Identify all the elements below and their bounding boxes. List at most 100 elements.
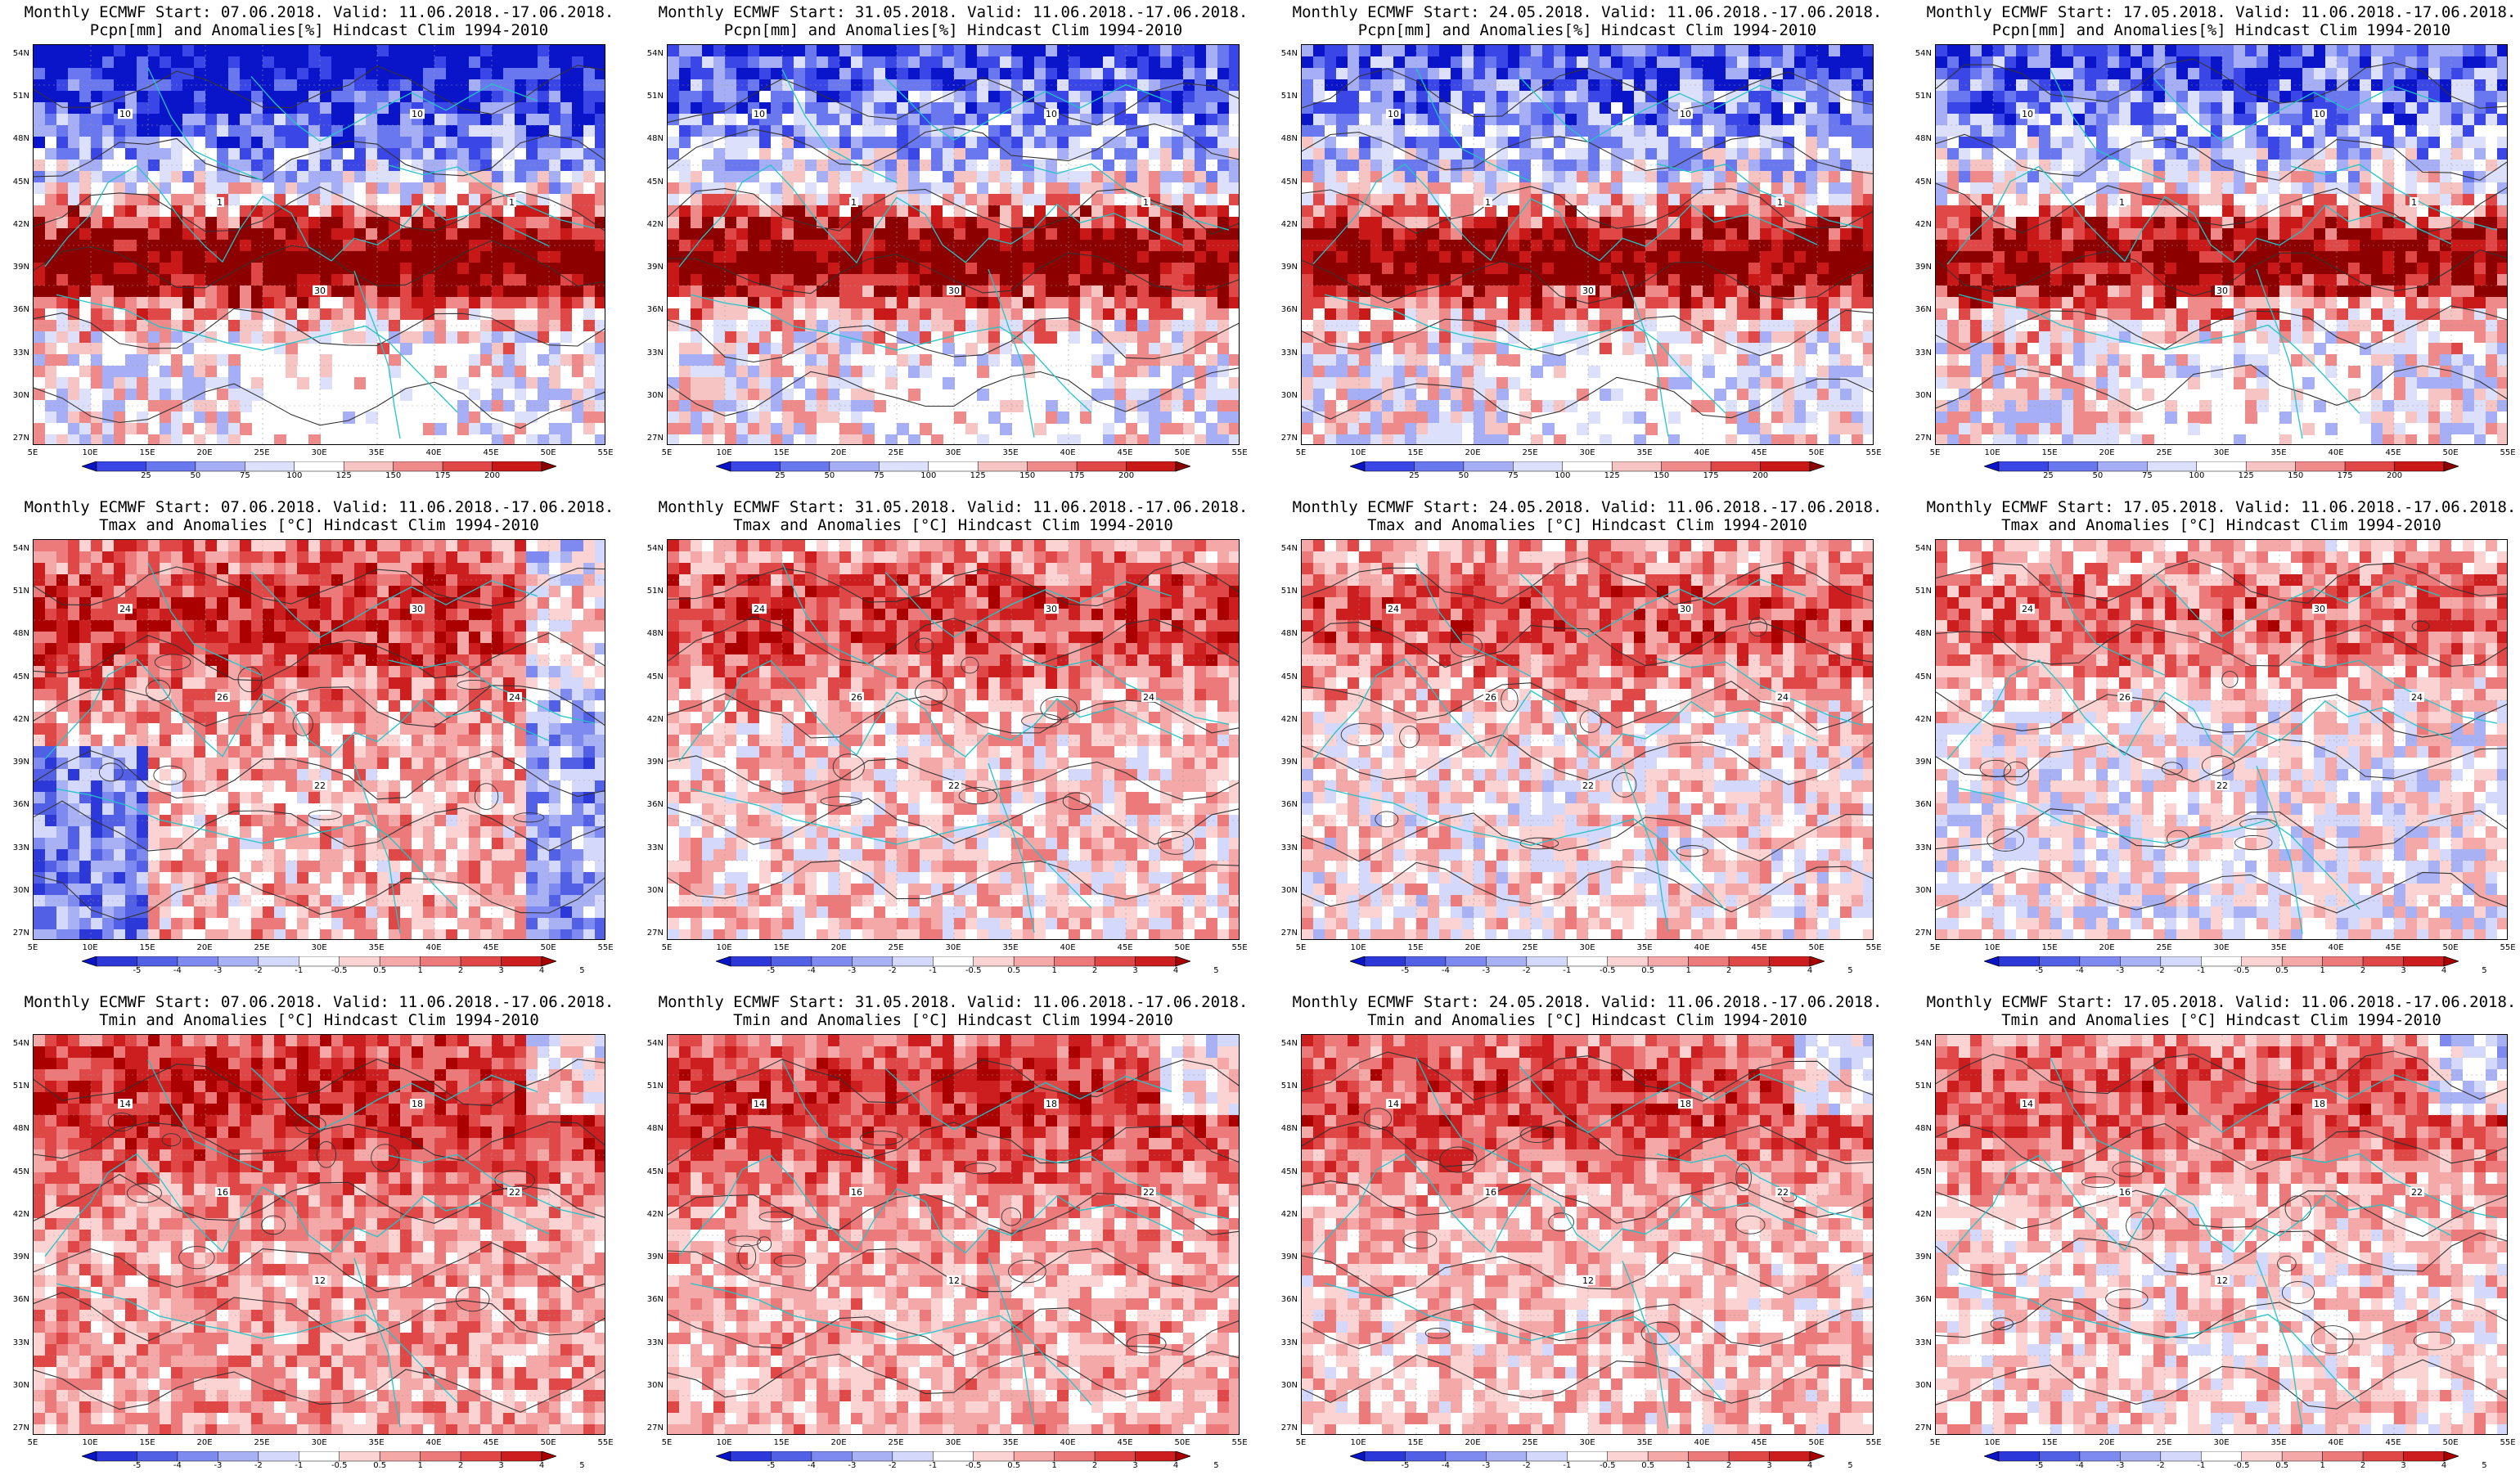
lon-tick-label: 40E	[2324, 448, 2348, 457]
lon-tick-label: 30E	[2209, 943, 2234, 952]
lat-tick-label: 30N	[1907, 1381, 1932, 1390]
colorbar-tick-label: -0.5	[323, 1461, 356, 1470]
lon-tick-label: 15E	[2037, 943, 2062, 952]
panel-title-line2: Pcpn[mm] and Anomalies[%] Hindcast Clim …	[1902, 21, 2520, 39]
lat-tick-label: 51N	[639, 92, 664, 101]
lon-tick-label: 10E	[1980, 1438, 2005, 1447]
lon-tick-label: 15E	[2037, 448, 2062, 457]
lon-tick-label: 15E	[135, 943, 160, 952]
lon-tick-label: 10E	[78, 943, 102, 952]
lat-tick-label: 42N	[639, 715, 664, 724]
lon-tick-label: 25E	[1518, 943, 1542, 952]
colorbar-tick-label: -1	[1550, 1461, 1583, 1470]
lon-tick-label: 15E	[769, 943, 794, 952]
colorbar-tick-label: 3	[485, 1461, 518, 1470]
colorbar-tick-label: 1	[404, 966, 437, 975]
colorbar-tick-label: 4	[1159, 1461, 1192, 1470]
lon-tick-label: 25E	[1518, 448, 1542, 457]
lon-tick-label: 55E	[1861, 1438, 1886, 1447]
lat-tick-label: 36N	[1273, 305, 1298, 314]
lat-tick-label: 33N	[1907, 349, 1932, 358]
lat-tick-label: 39N	[639, 1252, 664, 1261]
lon-tick-label: 30E	[307, 1438, 331, 1447]
colorbar-tick-label: 25	[763, 471, 796, 480]
colorbar-tick-label: -2	[242, 966, 275, 975]
lon-tick-label: 35E	[2266, 943, 2291, 952]
colorbar-tick-label: -5	[2023, 1461, 2055, 1470]
lon-tick-label: 5E	[1923, 943, 1947, 952]
lat-tick-label: 54N	[1273, 1039, 1298, 1048]
lat-tick-label: 33N	[639, 843, 664, 852]
colorbar-tick-label: -5	[1388, 1461, 1421, 1470]
contour-label: 1	[1143, 197, 1149, 208]
lat-tick-label: 30N	[1273, 886, 1298, 895]
colorbar-tick-label: -2	[876, 966, 909, 975]
panel-title-line1: Monthly ECMWF Start: 24.05.2018. Valid: …	[1268, 993, 1906, 1011]
lat-tick-label: 27N	[1907, 1423, 1932, 1432]
colorbar-tick-label: 50	[813, 471, 846, 480]
lat-tick-label: 42N	[639, 220, 664, 229]
colorbar-tick-label: 4	[2428, 966, 2460, 975]
lat-tick-label: 42N	[1273, 1210, 1298, 1219]
lat-tick-label: 45N	[1273, 178, 1298, 187]
lon-tick-label: 50E	[1170, 448, 1195, 457]
lat-tick-label: 36N	[639, 1295, 664, 1304]
lon-tick-label: 15E	[2037, 1438, 2062, 1447]
lat-tick-label: 30N	[5, 886, 29, 895]
colorbar-tick-label: 0.5	[363, 966, 396, 975]
lon-tick-label: 20E	[1460, 1438, 1485, 1447]
colorbar-tick-label: -5	[754, 1461, 787, 1470]
contour-label: 14	[2022, 1099, 2033, 1109]
contour-label: 24	[754, 604, 765, 614]
contour-label: 10	[1680, 109, 1691, 119]
lon-tick-label: 55E	[593, 943, 618, 952]
lon-tick-label: 55E	[1227, 943, 1252, 952]
panel-title-line1: Monthly ECMWF Start: 31.05.2018. Valid: …	[634, 498, 1272, 516]
contour-label: 22	[2216, 780, 2228, 791]
colorbar-tick-label: 4	[1793, 1461, 1826, 1470]
lon-tick-label: 30E	[941, 943, 965, 952]
colorbar-tick-label: -2	[2144, 966, 2177, 975]
lat-tick-label: 30N	[639, 391, 664, 400]
lon-tick-label: 30E	[2209, 1438, 2234, 1447]
panel-title-line1: Monthly ECMWF Start: 07.06.2018. Valid: …	[0, 498, 638, 516]
lon-tick-label: 35E	[1632, 1438, 1657, 1447]
colorbar-tick-label: -5	[2023, 966, 2055, 975]
lat-tick-label: 42N	[5, 220, 29, 229]
lat-tick-label: 54N	[1907, 49, 1932, 58]
lat-tick-label: 51N	[1273, 1082, 1298, 1091]
colorbar-tick-label: -1	[916, 966, 949, 975]
lon-tick-label: 10E	[78, 1438, 102, 1447]
lat-tick-label: 39N	[639, 758, 664, 767]
colorbar-tick-label: -0.5	[957, 966, 990, 975]
colorbar-tick-label: 150	[2279, 471, 2312, 480]
colorbar-tick-label: 125	[961, 471, 994, 480]
lat-tick-label: 54N	[639, 544, 664, 553]
colorbar-tick-label: -2	[2144, 1461, 2177, 1470]
contour-label: 10	[412, 109, 423, 119]
colorbar-tick-label: -4	[161, 966, 194, 975]
colorbar-tick-label: 1	[2306, 1461, 2339, 1470]
colorbar-tick-label: 50	[2081, 471, 2114, 480]
lat-tick-label: 27N	[5, 929, 29, 938]
colorbar-tick-label: 0.5	[1631, 1461, 1664, 1470]
contour-label: 1	[509, 197, 515, 208]
contour-label: 22	[314, 780, 326, 791]
lat-tick-label: 27N	[639, 434, 664, 443]
contour-label: 22	[1582, 780, 1594, 791]
lon-tick-label: 35E	[1632, 943, 1657, 952]
contour-label: 26	[2119, 692, 2131, 703]
contour-label: 12	[314, 1275, 326, 1286]
lat-tick-label: 48N	[639, 629, 664, 638]
colorbar-tick-label: 2	[1078, 1461, 1111, 1470]
colorbar-tick-label: 4	[525, 966, 558, 975]
lat-tick-label: 54N	[1907, 544, 1932, 553]
contour-label: 1	[1777, 197, 1783, 208]
colorbar-tick-label: 0.5	[2266, 966, 2298, 975]
